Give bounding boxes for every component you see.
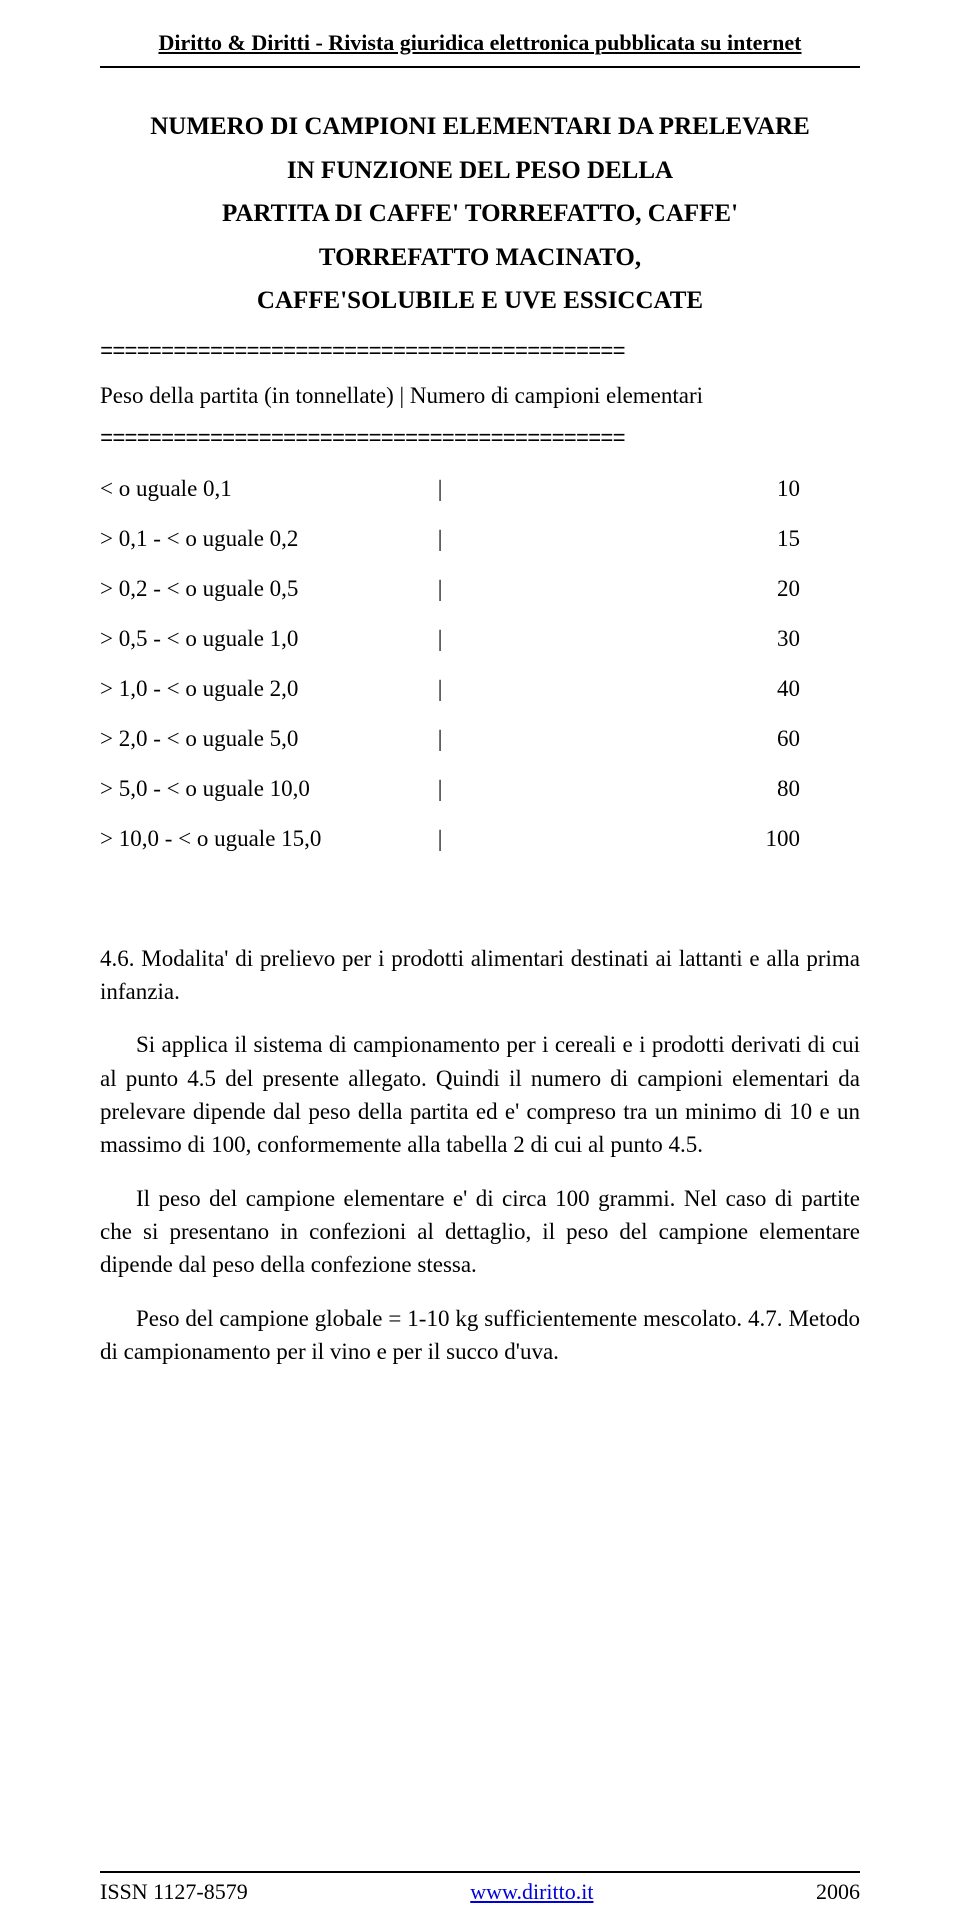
title-line: IN FUNZIONE DEL PESO DELLA [100,152,860,190]
title-line: CAFFE'SOLUBILE E UVE ESSICCATE [100,282,860,320]
separator-line: ========================================… [100,340,860,365]
table-row: > 0,2 - < o uguale 0,5 | 20 [100,576,860,602]
title-line: NUMERO DI CAMPIONI ELEMENTARI DA PRELEVA… [100,108,860,146]
row-value: 15 [480,526,800,552]
row-value: 80 [480,776,800,802]
row-label: > 10,0 - < o uguale 15,0 [100,826,400,852]
separator-line: ========================================… [100,427,860,452]
paragraph: Si applica il sistema di campionamento p… [100,1028,860,1161]
footer-year: 2006 [816,1879,860,1905]
row-label: > 5,0 - < o uguale 10,0 [100,776,400,802]
row-label: > 0,1 - < o uguale 0,2 [100,526,400,552]
title-line: TORREFATTO MACINATO, [100,239,860,277]
row-pipe: | [400,726,480,752]
data-table: < o uguale 0,1 | 10 > 0,1 - < o uguale 0… [100,476,860,852]
row-label: > 2,0 - < o uguale 5,0 [100,726,400,752]
table-header: Peso della partita (in tonnellate) | Num… [100,383,860,409]
section-heading: 4.6. Modalita' di prelievo per i prodott… [100,942,860,1009]
row-label: > 0,2 - < o uguale 0,5 [100,576,400,602]
row-pipe: | [400,776,480,802]
table-row: > 10,0 - < o uguale 15,0 | 100 [100,826,860,852]
table-row: < o uguale 0,1 | 10 [100,476,860,502]
footer-rule [100,1871,860,1873]
document-title: NUMERO DI CAMPIONI ELEMENTARI DA PRELEVA… [100,108,860,320]
table-row: > 5,0 - < o uguale 10,0 | 80 [100,776,860,802]
title-line: PARTITA DI CAFFE' TORREFATTO, CAFFE' [100,195,860,233]
row-pipe: | [400,476,480,502]
row-label: > 1,0 - < o uguale 2,0 [100,676,400,702]
row-value: 30 [480,626,800,652]
paragraph: Peso del campione globale = 1-10 kg suff… [100,1302,860,1369]
row-pipe: | [400,526,480,552]
row-pipe: | [400,576,480,602]
row-pipe: | [400,626,480,652]
table-row: > 1,0 - < o uguale 2,0 | 40 [100,676,860,702]
row-label: < o uguale 0,1 [100,476,400,502]
row-value: 40 [480,676,800,702]
row-value: 100 [480,826,800,852]
footer-link[interactable]: www.diritto.it [470,1879,593,1905]
row-value: 10 [480,476,800,502]
header-rule [100,66,860,68]
footer-issn: ISSN 1127-8579 [100,1879,248,1905]
row-value: 20 [480,576,800,602]
table-row: > 0,5 - < o uguale 1,0 | 30 [100,626,860,652]
footer-row: ISSN 1127-8579 www.diritto.it 2006 [100,1879,860,1905]
table-row: > 2,0 - < o uguale 5,0 | 60 [100,726,860,752]
row-pipe: | [400,676,480,702]
row-label: > 0,5 - < o uguale 1,0 [100,626,400,652]
page-footer: ISSN 1127-8579 www.diritto.it 2006 [100,1871,860,1905]
row-pipe: | [400,826,480,852]
row-value: 60 [480,726,800,752]
page-header: Diritto & Diritti - Rivista giuridica el… [100,0,860,66]
table-row: > 0,1 - < o uguale 0,2 | 15 [100,526,860,552]
paragraph: Il peso del campione elementare e' di ci… [100,1182,860,1282]
